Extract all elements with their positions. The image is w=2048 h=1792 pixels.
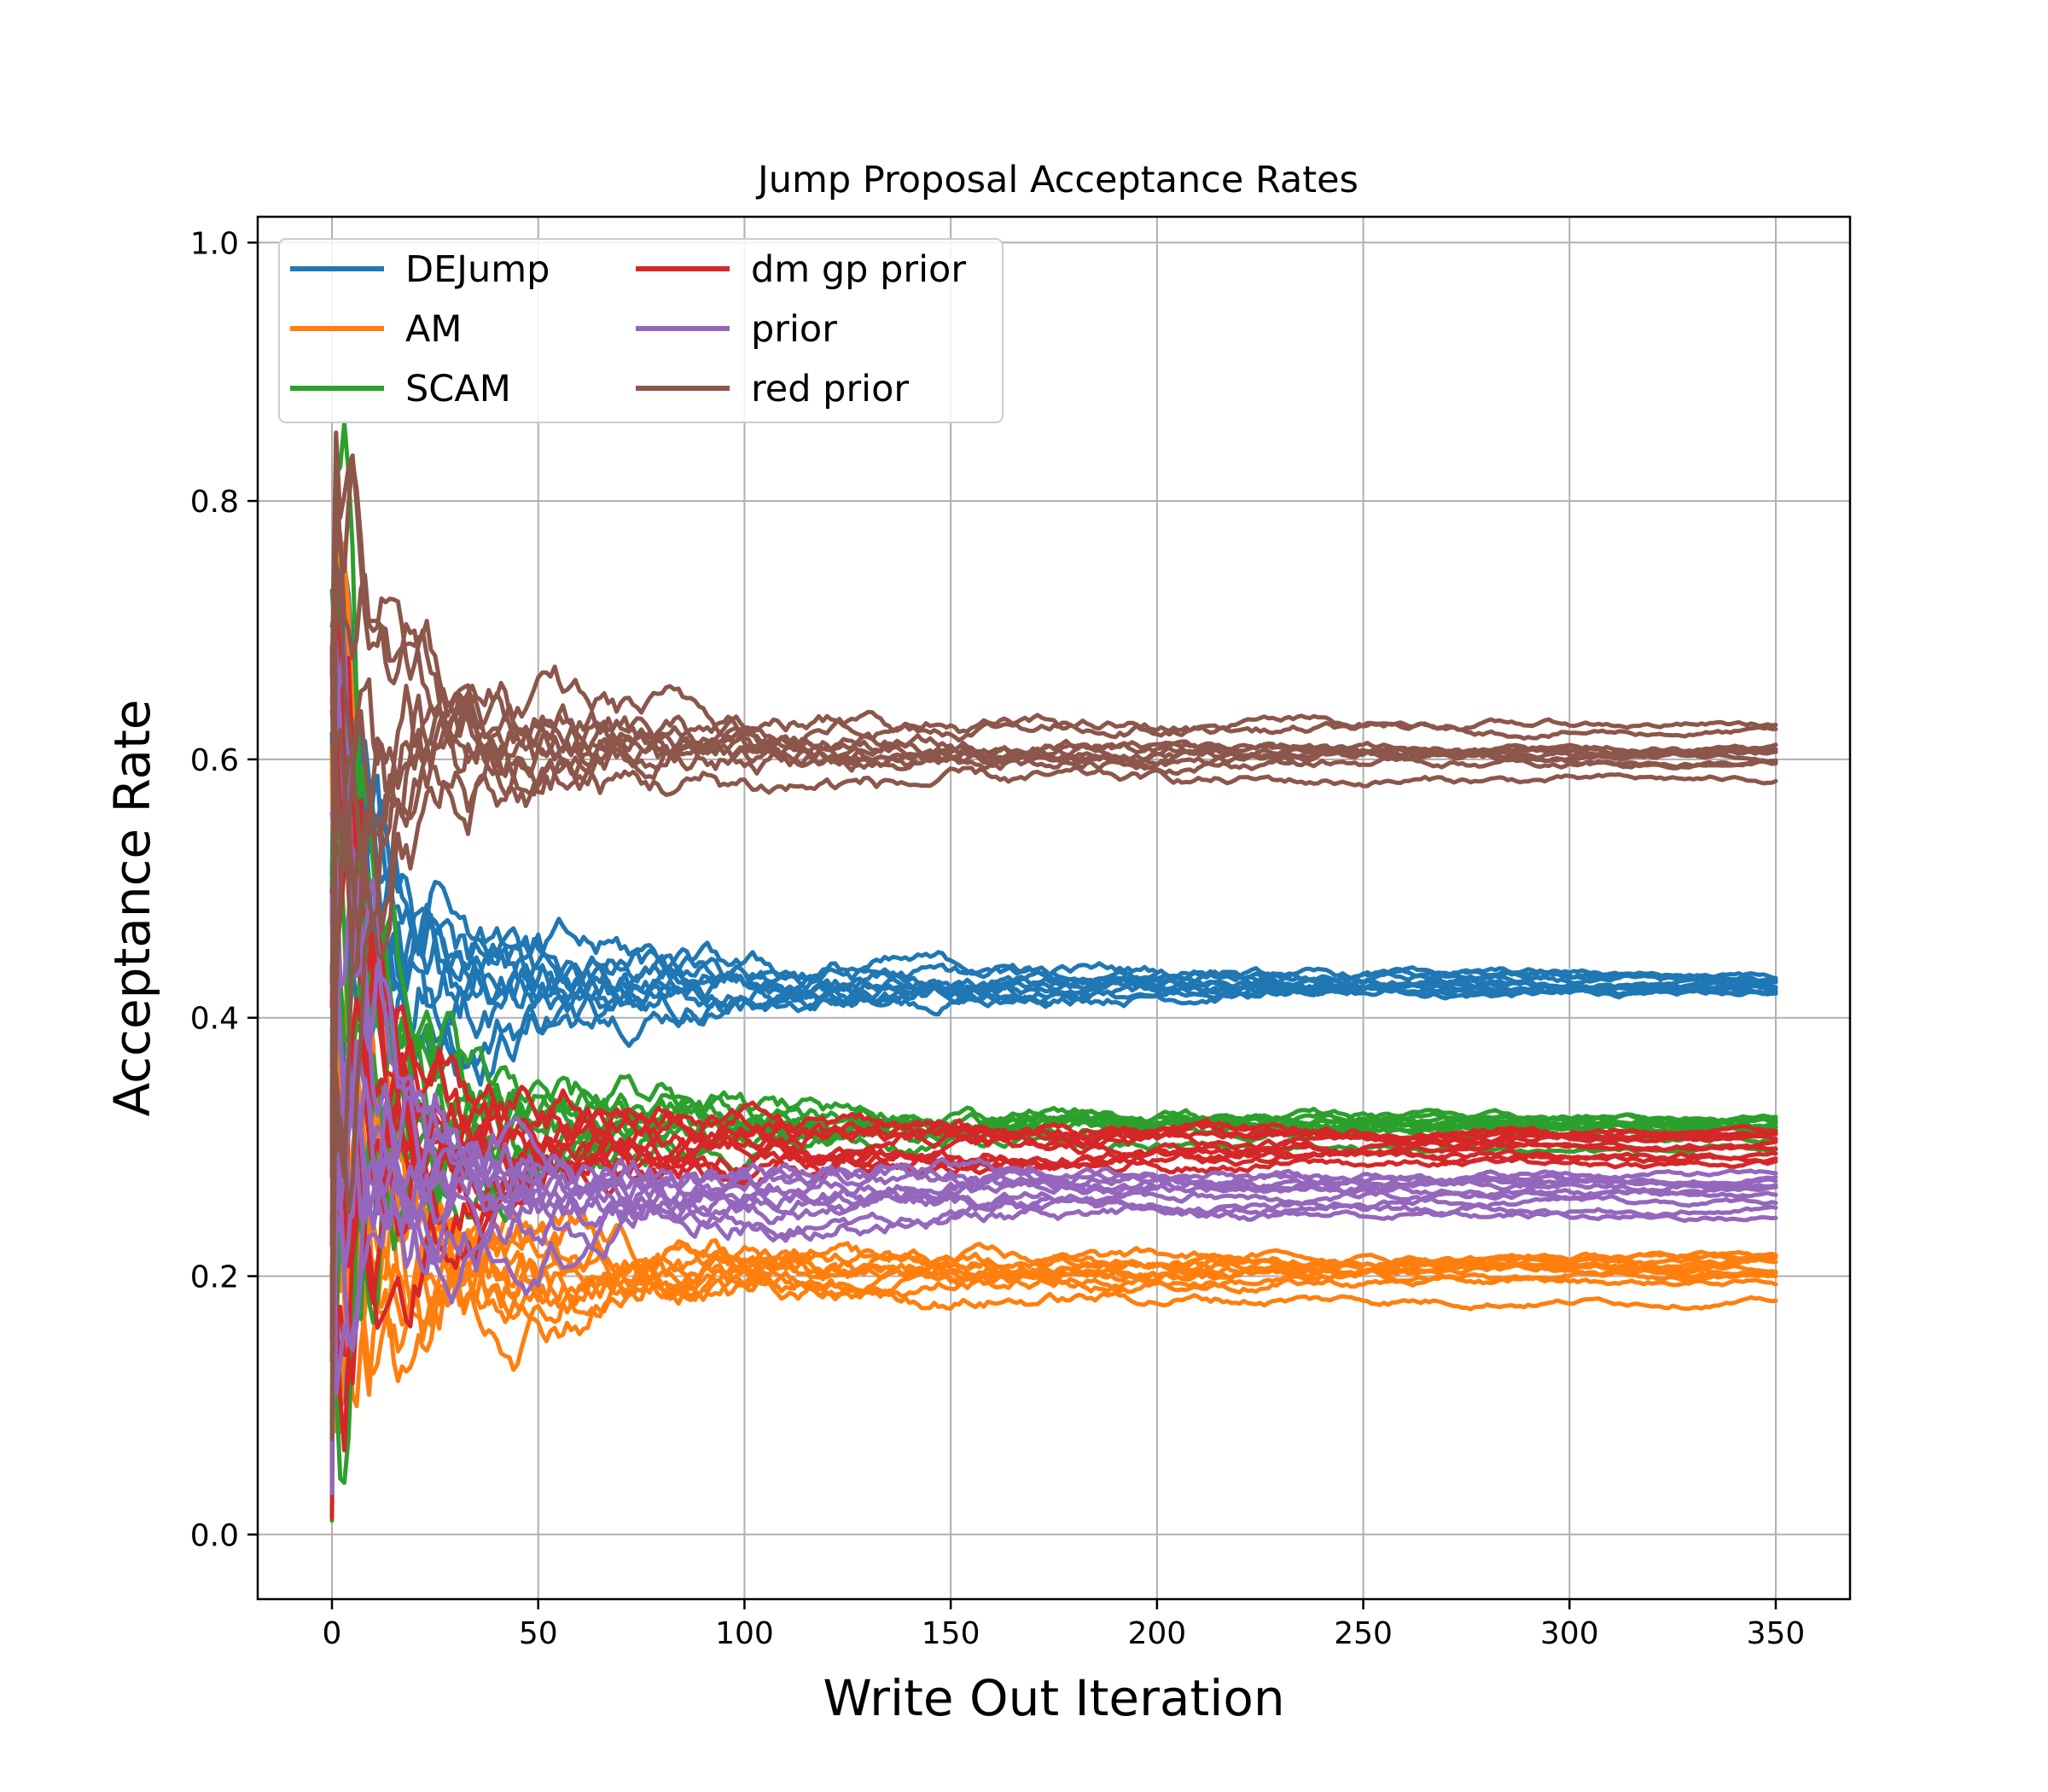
- series-line-dm-gp-prior: [329, 997, 1778, 1232]
- chart-title: Jump Proposal Acceptance Rates: [755, 159, 1359, 201]
- y-tick-label: 0.0: [190, 1518, 239, 1553]
- y-tick-label: 0.4: [190, 1002, 239, 1037]
- series-line-dm-gp-prior: [329, 887, 1778, 1386]
- plot-area: [329, 420, 1778, 1523]
- legend: DEJump AM SCAM dm gp prior prior red prior: [278, 238, 1004, 423]
- series-group-prior: [329, 638, 1778, 1496]
- y-tick-label: 1.0: [190, 226, 239, 261]
- series-group-DEJump: [329, 432, 1778, 1482]
- series-line-DEJump: [329, 432, 1778, 1111]
- y-tick-label: 0.6: [190, 743, 239, 778]
- y-axis-label: Acceptance Rate: [103, 700, 161, 1117]
- series-line-AM: [329, 695, 1778, 1312]
- plot-frame: [256, 215, 1852, 1601]
- x-tick-label: 50: [519, 1616, 558, 1651]
- x-tick-label: 300: [1540, 1616, 1599, 1651]
- y-axis: 0.0 0.2 0.4 0.6 0.8 1.0: [190, 226, 258, 1553]
- legend-label: red prior: [751, 368, 909, 410]
- x-axis-label: Write Out Iteration: [823, 1669, 1284, 1727]
- x-tick-label: 100: [715, 1616, 774, 1651]
- legend-label: AM: [405, 308, 463, 351]
- x-axis: 0 50 100 150 200 250 300 350: [323, 1599, 1806, 1651]
- series-group-red-prior: [329, 430, 1778, 1441]
- series-line-prior: [329, 1056, 1778, 1296]
- series-line-dm-gp-prior: [329, 637, 1778, 1521]
- series-line-red-prior: [329, 561, 1778, 1179]
- x-tick-label: 150: [922, 1616, 980, 1651]
- x-tick-label: 200: [1127, 1616, 1186, 1651]
- x-tick-label: 250: [1334, 1616, 1393, 1651]
- x-tick-label: 0: [323, 1616, 342, 1651]
- legend-label: DEJump: [405, 248, 550, 291]
- series-line-AM: [329, 1055, 1778, 1383]
- x-tick-label: 350: [1747, 1616, 1806, 1651]
- series-line-prior: [329, 920, 1778, 1265]
- y-tick-label: 0.8: [190, 485, 239, 520]
- series-line-red-prior: [329, 643, 1778, 1214]
- legend-label: prior: [751, 308, 837, 351]
- y-tick-label: 0.2: [190, 1260, 239, 1295]
- series-line-red-prior: [329, 430, 1778, 743]
- series-line-red-prior: [329, 680, 1778, 1295]
- legend-label: dm gp prior: [751, 248, 966, 291]
- series-line-AM: [329, 538, 1778, 1285]
- series-line-DEJump: [329, 730, 1778, 1096]
- series-line-prior: [329, 639, 1778, 1327]
- series-line-prior: [329, 811, 1778, 1209]
- series-line-SCAM: [329, 736, 1778, 1198]
- legend-label: SCAM: [405, 368, 511, 410]
